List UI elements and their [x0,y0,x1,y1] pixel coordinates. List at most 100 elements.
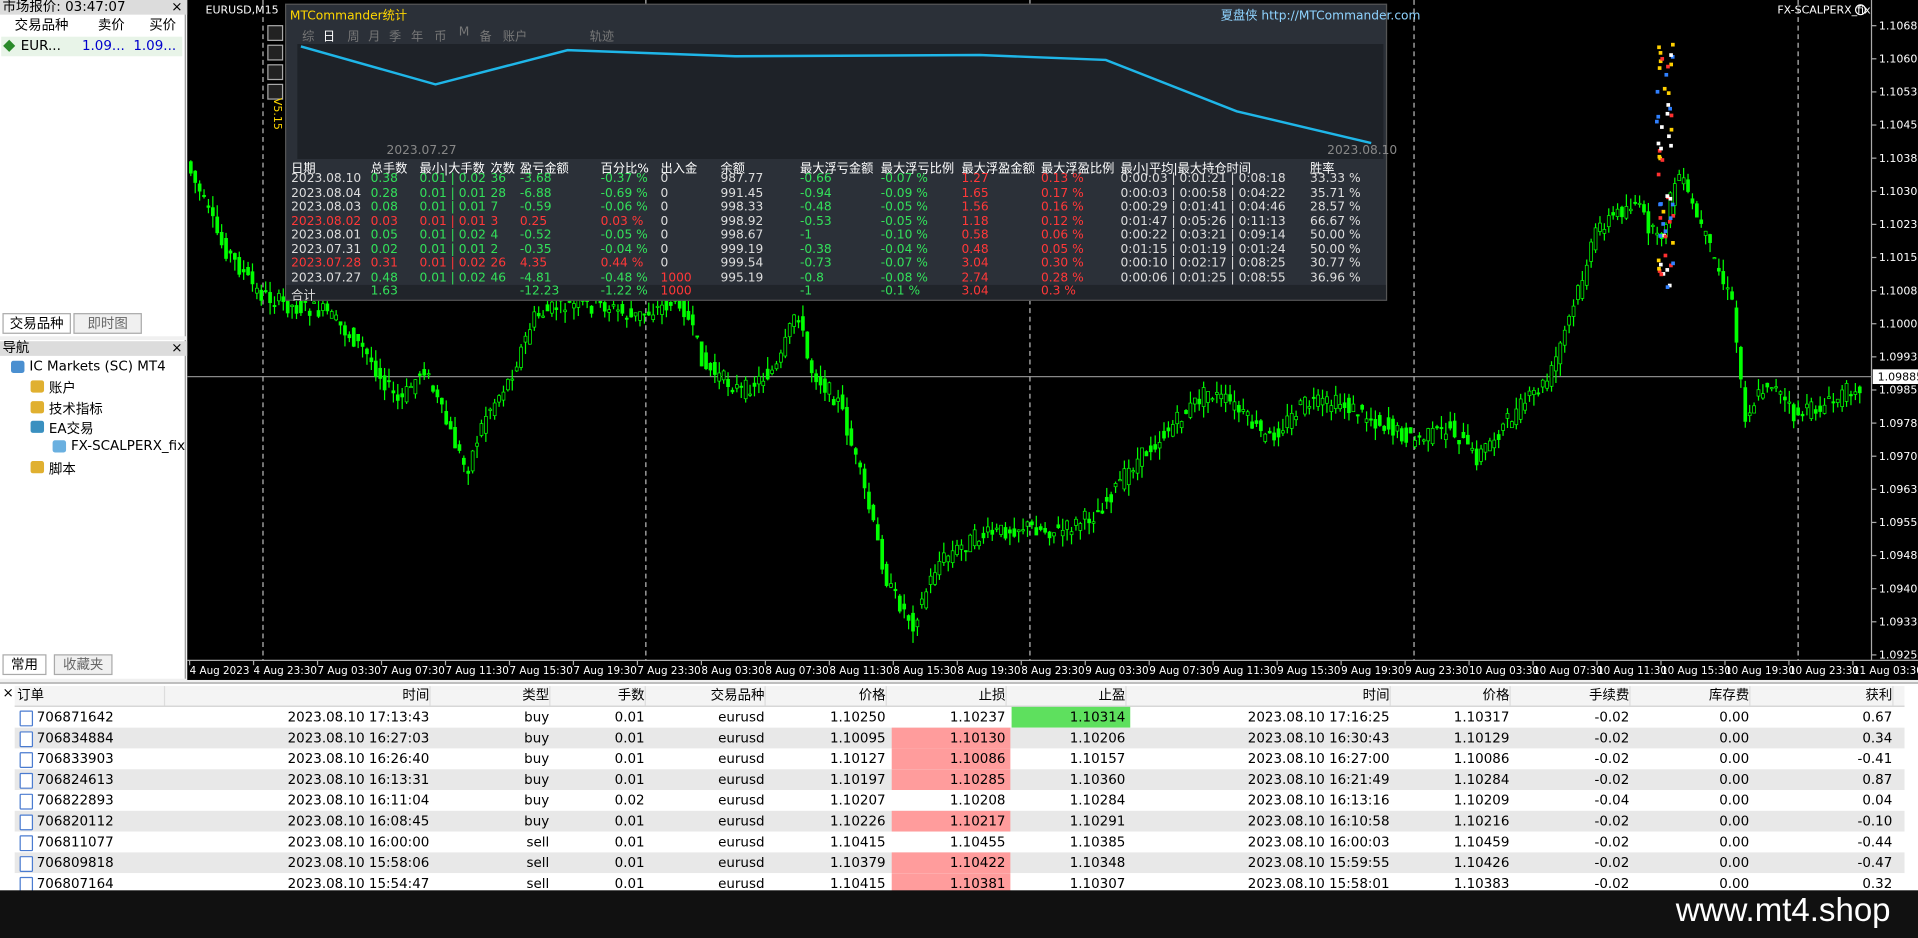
order-icon [19,793,34,810]
close-button[interactable]: × [2,684,14,701]
column-header[interactable]: 手续费 [1517,686,1631,706]
column-header[interactable]: 时间 [171,686,431,706]
close-button[interactable]: × [171,0,183,15]
stats-tab[interactable]: 周 [347,30,360,45]
time-label: 4 Aug 23:30 [254,665,317,677]
stats-total-cell: -0.1 % [880,284,921,299]
order-cell: buy [524,792,550,809]
time-label: 10 Aug 11:30 [1597,665,1667,677]
time-label: 10 Aug 15:30 [1661,665,1731,677]
stats-tab[interactable]: 季 [388,30,402,45]
stats-tab[interactable]: 备 [479,30,492,45]
candle-body [378,367,383,379]
order-cell: 2023.08.10 15:58:06 [287,854,430,871]
column-header[interactable]: 时间 [1133,686,1391,706]
stats-tab[interactable]: 日 [322,30,336,45]
order-cell: 1.10459 [1453,834,1510,850]
candle-body [1104,496,1109,502]
time-label: 4 Aug 2023 [190,665,250,677]
candle-body [1461,431,1466,439]
stats-cell: -3.68 [519,172,552,186]
nav-item[interactable]: IC Markets (SC) MT4 [29,358,166,375]
candle-body [1082,510,1087,520]
stats-tab[interactable]: M [458,25,470,40]
nav-item[interactable]: 技术指标 [48,401,103,418]
candle-body [1303,396,1307,415]
trade-marker [1658,202,1662,207]
column-header[interactable]: 订单 [17,686,166,706]
candle-body [536,312,541,317]
candle-body [1320,397,1325,406]
candle-body [391,390,396,394]
trade-marker [1658,59,1663,64]
order-cell: 1.10216 [1453,813,1510,830]
stats-link[interactable]: 夏盘侠 http://MTCommander.com [1220,9,1421,24]
stats-header: 最小|平均|最大持仓时间 [1120,162,1252,177]
order-cell: -0.02 [1594,771,1630,788]
order-cell: 1.10317 [1453,709,1510,726]
candle-body [506,378,510,391]
stats-total-cell: -1.22 % [600,284,648,299]
candle-body [902,603,907,610]
candle-body [1215,392,1219,395]
tab[interactable]: 常用 [2,654,47,676]
close-button[interactable]: × [171,339,183,356]
candle-body [1646,211,1651,234]
column-header[interactable]: 价格 [1397,686,1511,706]
column-header[interactable]: 止损 [893,686,1007,706]
stats-cell: 46 [490,270,507,285]
candle-body [1536,392,1541,395]
tab[interactable]: 交易品种 [2,313,71,334]
order-row[interactable] [14,706,1905,728]
stats-tab[interactable]: 轨迹 [589,30,615,45]
column-header[interactable]: 交易品种 [652,686,766,706]
candle-body [686,310,691,320]
candle-body [1778,391,1783,395]
trade-marker [1671,42,1675,47]
stats-header: 最大浮盈比例 [1040,162,1115,177]
candle-body [972,529,977,547]
tab[interactable]: 收藏夹 [53,654,113,676]
candle-body [356,333,360,342]
nav-item[interactable]: EA交易 [48,420,94,437]
trade-marker [1658,156,1663,161]
candle-body [858,462,862,468]
trade-marker [1669,127,1674,132]
bottom-bar [0,890,1918,938]
order-row[interactable] [14,790,1905,811]
panel-title: 导航 [0,341,188,356]
candle-body [1849,394,1853,397]
stats-cell: 2023.07.27 [291,270,362,285]
hit-highlight [891,852,1011,874]
order-cell: -0.41 [1857,750,1893,767]
column-header[interactable]: 类型 [437,686,551,706]
candle-body [1364,418,1369,423]
column-header[interactable]: 手数 [557,686,646,706]
order-cell: 1.10250 [829,709,886,726]
nav-item[interactable]: 账户 [48,380,76,397]
column-header[interactable]: 库存费 [1637,686,1751,706]
stats-tab[interactable]: 币 [434,30,447,45]
candle-body [1496,434,1501,440]
stats-tab[interactable]: 年 [410,30,424,45]
column-header[interactable]: 止盈 [1013,686,1127,706]
nav-item[interactable]: FX-SCALPERX_fix [70,437,186,454]
stats-tab[interactable]: 账户 [502,30,528,45]
candle-body [713,362,717,375]
nav-item[interactable]: 脚本 [48,461,76,477]
stats-tab[interactable]: 月 [368,30,381,45]
time-label: 9 Aug 11:30 [1213,665,1276,677]
order-cell: eurusd [718,730,765,746]
column-header[interactable]: 价格 [772,686,887,706]
candle-body [1800,413,1805,417]
candle-body [959,544,964,550]
candle-body [990,529,995,535]
order-row[interactable] [14,831,1905,853]
column-header[interactable]: 获利 [1757,686,1894,706]
candle-body [373,360,378,377]
panel-tool-button [267,83,284,100]
order-cell: 1.10237 [949,709,1006,726]
tab[interactable]: 即时图 [73,313,142,334]
stats-tab[interactable]: 综 [302,30,315,45]
candle-body [1399,428,1404,442]
